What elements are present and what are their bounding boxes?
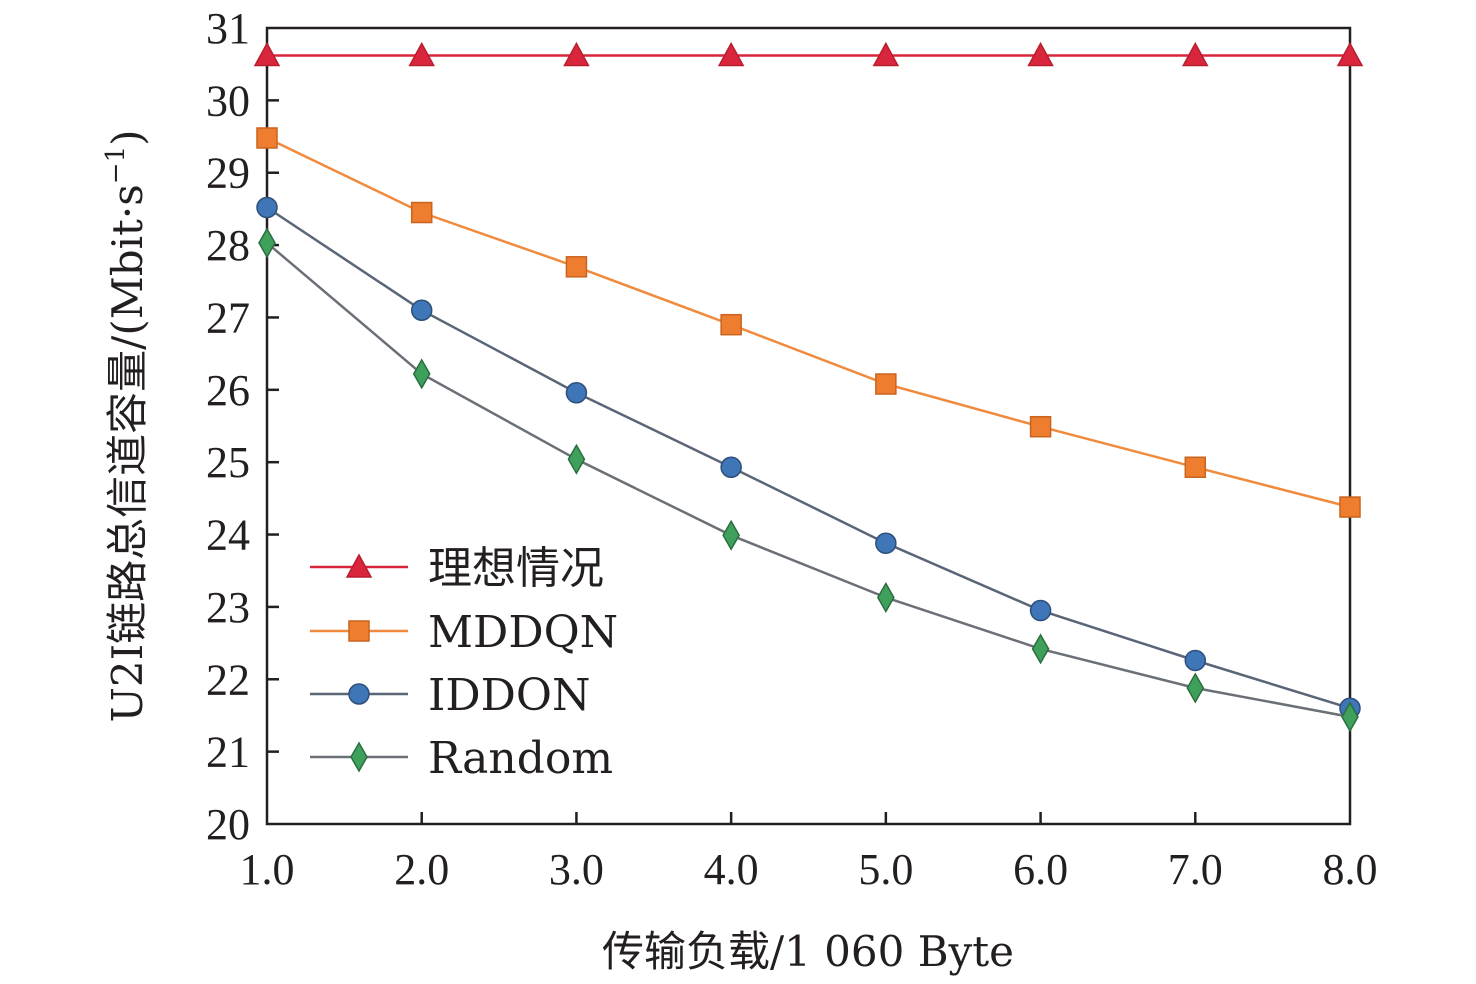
data-point-square <box>1184 456 1207 478</box>
data-point-diamond <box>1186 672 1205 704</box>
legend-circle-marker <box>348 683 370 705</box>
data-point-triangle <box>1336 41 1364 67</box>
legend-entry-ideal: 理想情况 <box>310 543 604 594</box>
legend-label-mddqn: MDDQN <box>428 607 618 658</box>
y-tick-label: 27 <box>206 293 250 342</box>
data-point-diamond <box>412 358 431 390</box>
x-tick-label: 8.0 <box>1323 845 1378 894</box>
x-tick-label: 6.0 <box>1013 845 1068 894</box>
legend-label-ideal: 理想情况 <box>428 543 604 594</box>
legend-label-random: Random <box>428 733 613 784</box>
legend-entry-iddqn: IDDON <box>310 670 591 721</box>
y-tick-label: 30 <box>206 76 250 125</box>
data-point-circle <box>1184 649 1207 672</box>
x-tick-label: 4.0 <box>704 845 759 894</box>
data-point-circle <box>410 299 433 321</box>
series-layer <box>253 41 1364 733</box>
x-axis: 1.0 2.0 3.0 4.0 5.0 6.0 7.0 8.0 <box>240 812 1378 894</box>
legend: 理想情况 MDDQN IDDON Random <box>310 543 618 784</box>
y-tick-label: 22 <box>206 655 250 704</box>
data-point-triangle <box>717 41 745 67</box>
y-axis: 20 21 22 23 24 25 26 27 28 29 30 31 <box>206 4 279 849</box>
y-tick-label: 25 <box>206 438 250 487</box>
data-point-diamond <box>567 443 586 475</box>
legend-entry-mddqn: MDDQN <box>310 607 618 658</box>
data-point-circle <box>565 381 588 404</box>
y-tick-label: 28 <box>206 221 250 270</box>
data-point-triangle <box>253 41 281 67</box>
data-point-triangle <box>872 41 900 67</box>
data-point-diamond <box>258 227 276 259</box>
series-line-random <box>266 241 1351 719</box>
data-point-triangle <box>1182 41 1209 67</box>
y-axis-title-close: ) <box>103 129 152 145</box>
data-point-square <box>410 201 433 224</box>
y-tick-label: 21 <box>206 728 250 777</box>
plot-area-frame <box>265 26 1352 826</box>
x-tick-label: 1.0 <box>240 845 295 894</box>
series-ideal <box>253 41 1364 67</box>
data-point-diamond <box>1341 701 1359 733</box>
series-line-iddqn <box>266 206 1351 710</box>
series-random <box>258 227 1359 733</box>
series-mddqn <box>256 127 1361 518</box>
data-point-circle <box>720 456 742 478</box>
y-tick-label: 29 <box>206 149 250 198</box>
data-point-square <box>256 127 278 149</box>
data-point-square <box>1029 415 1052 438</box>
data-point-diamond <box>722 519 741 551</box>
data-point-circle <box>256 196 278 219</box>
y-axis-title-main: U2I链路总信道容量/(Mbit·s <box>103 184 152 722</box>
x-tick-label: 5.0 <box>858 845 913 894</box>
x-axis-title: 传输负载/1 060 Byte <box>602 927 1014 976</box>
y-axis-title: U2I链路总信道容量/(Mbit·s−1) <box>101 129 152 722</box>
series-line-mddqn <box>266 136 1351 509</box>
legend-square-marker <box>348 620 370 642</box>
y-axis-title-exponent: −1 <box>101 146 131 184</box>
legend-triangle-marker <box>345 553 373 578</box>
y-tick-label: 20 <box>206 800 250 849</box>
data-point-triangle <box>563 41 590 67</box>
data-point-square <box>875 373 897 395</box>
data-point-triangle <box>1027 41 1054 67</box>
y-tick-label: 23 <box>206 583 250 632</box>
data-point-diamond <box>876 581 895 614</box>
y-tick-label: 31 <box>206 4 250 53</box>
x-tick-label: 2.0 <box>394 845 449 894</box>
x-tick-label: 3.0 <box>549 845 604 894</box>
legend-diamond-marker <box>350 741 368 773</box>
data-point-triangle <box>408 41 435 67</box>
legend-entry-random: Random <box>310 733 613 784</box>
y-tick-label: 26 <box>206 366 250 415</box>
data-point-diamond <box>1031 633 1050 665</box>
y-tick-label: 24 <box>206 511 250 560</box>
data-point-circle <box>1029 599 1052 622</box>
data-point-circle <box>875 532 897 554</box>
data-point-square <box>720 313 742 336</box>
legend-label-iddqn: IDDON <box>428 670 591 721</box>
data-point-square <box>1339 496 1361 518</box>
x-tick-label: 7.0 <box>1168 845 1223 894</box>
data-point-square <box>565 256 588 278</box>
